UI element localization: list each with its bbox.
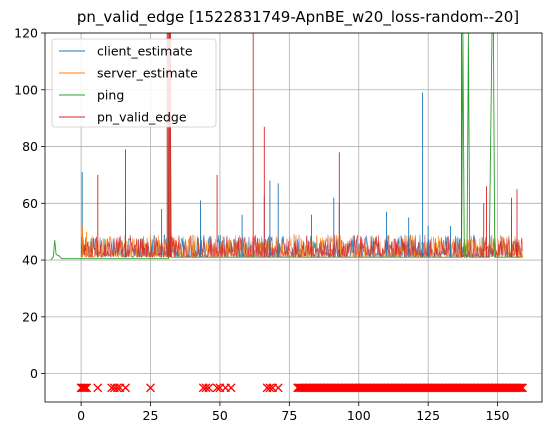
loss-marker [77,383,87,393]
series-line-pn_valid_edge [97,33,518,258]
loss-marker [273,383,283,393]
y-tick-label: 0 [30,366,38,381]
loss-marker [93,383,103,393]
loss-marker [518,383,528,393]
series-lines [50,32,524,261]
series-line-client_estimate [81,92,512,258]
series-line-ping [50,32,523,261]
legend-label-client_estimate: client_estimate [97,44,193,59]
x-tick-label: 75 [281,408,297,423]
loss-marker [226,383,236,393]
y-tick-label: 60 [22,196,38,211]
loss-marker [212,383,222,393]
loss-marker [82,383,92,393]
loss-marker [265,383,275,393]
x-tick-label: 0 [77,408,85,423]
x-tick-label: 150 [486,408,510,423]
legend-label-pn_valid_edge: pn_valid_edge [97,110,187,125]
legend-label-ping: ping [97,88,124,103]
loss-marker [112,383,122,393]
loss-marker [515,383,525,393]
x-tick-label: 50 [212,408,228,423]
legend-box [51,38,217,128]
loss-marker [79,383,89,393]
noise-band-line-pn_valid_edge [80,234,523,259]
y-tick-label: 40 [22,253,38,268]
loss-marker [513,383,523,393]
loss-marker [201,383,211,393]
loss-marker [80,383,90,393]
y-tick-label: 20 [22,309,38,324]
axis-ticks: 0 25 50 75 100 125 150 0 20 40 60 80 100 120 [14,26,509,424]
y-tick-label: 120 [14,26,38,41]
loss-marker [516,383,526,393]
loss-marker [146,383,156,393]
chart-title: pn_valid_edge [1522831749-ApnBE_w20_loss… [77,8,519,27]
loss-marker [204,383,214,393]
x-tick-label: 25 [143,408,159,423]
x-tick-label: 100 [347,408,371,423]
loss-marker [121,383,131,393]
y-tick-label: 80 [22,139,38,154]
x-tick-label: 125 [416,408,440,423]
loss-markers [76,383,528,393]
y-tick-label: 100 [14,82,38,97]
legend-label-server_estimate: server_estimate [97,66,198,81]
noise-band [80,233,523,259]
axes-frame [44,32,543,403]
